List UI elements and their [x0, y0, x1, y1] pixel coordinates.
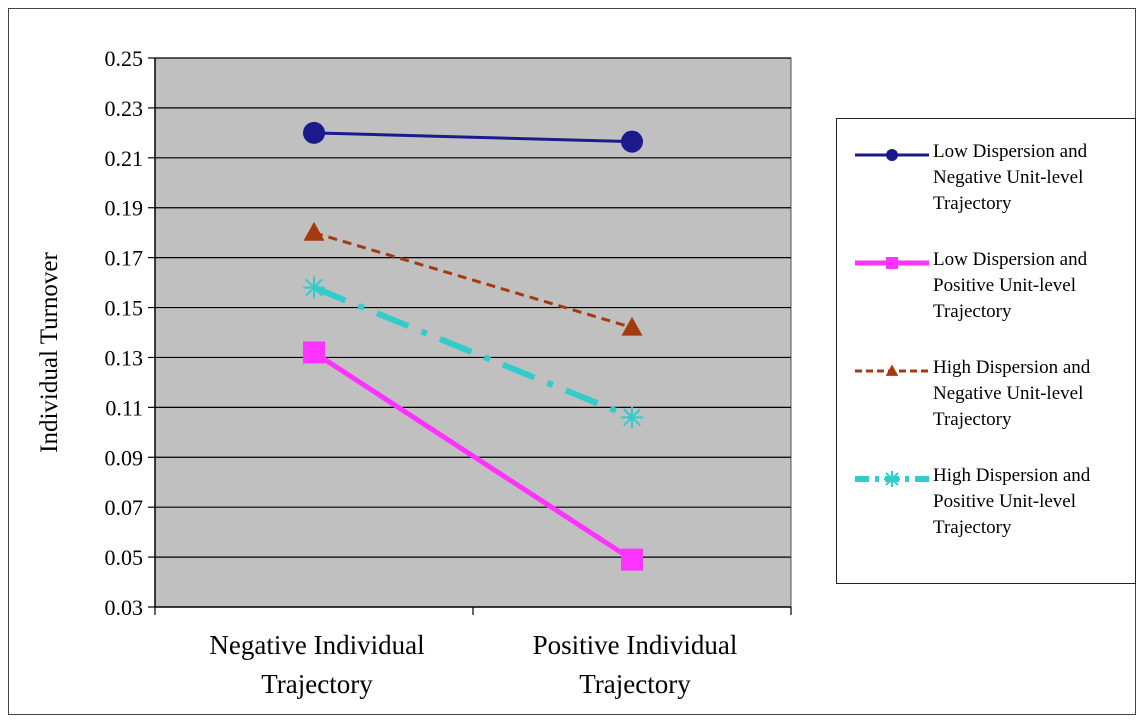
- legend-label: High Dispersion and Positive Unit-level Tr…: [933, 463, 1133, 541]
- legend-item: High Dispersion and Positive Unit-level Tr…: [837, 463, 1137, 563]
- series-2-point-1: [303, 341, 325, 363]
- legend-label-line: Low Dispersion and: [933, 247, 1133, 273]
- legend-swatch: [851, 359, 933, 389]
- legend-label-line: Trajectory: [933, 191, 1133, 217]
- y-tick-label: 0.15: [105, 296, 144, 321]
- legend-swatch-marker: [884, 471, 900, 487]
- y-tick-label: 0.09: [105, 445, 144, 470]
- legend-item: Low Dispersion and Negative Unit-level Tra…: [837, 139, 1137, 239]
- legend: Low Dispersion and Negative Unit-level Tra…: [836, 118, 1136, 584]
- legend-label-line: High Dispersion and: [933, 463, 1133, 489]
- series-4-point-1: [303, 277, 325, 299]
- y-tick-label: 0.11: [105, 395, 143, 420]
- legend-label-line: Negative Unit-level: [933, 381, 1133, 407]
- line-chart: 0.03 0.05 0.07 0.09 0.11 0.13 0.15 0.17 0.19 0.21…: [0, 0, 836, 725]
- y-axis-title: Individual Turnover: [36, 251, 63, 452]
- legend-label-line: Positive Unit-level: [933, 273, 1133, 299]
- legend-item: Low Dispersion and Positive Unit-level Tra…: [837, 247, 1137, 347]
- y-tick-label: 0.05: [105, 545, 144, 570]
- legend-swatch: [851, 143, 933, 173]
- x-category-label: Positive Individual: [533, 630, 738, 660]
- y-tick-label: 0.19: [105, 196, 144, 221]
- y-tick-label: 0.21: [105, 146, 144, 171]
- series-1-point-1: [303, 122, 325, 144]
- legend-label-line: Trajectory: [933, 407, 1133, 433]
- x-category-label: Trajectory: [579, 669, 691, 699]
- x-category-label: Trajectory: [261, 669, 373, 699]
- legend-label-line: Trajectory: [933, 299, 1133, 325]
- legend-swatch: [851, 467, 933, 497]
- legend-label-line: High Dispersion and: [933, 355, 1133, 381]
- series-2-point-2: [621, 549, 643, 571]
- legend-swatch-marker: [886, 365, 899, 376]
- y-tick-label: 0.23: [105, 96, 144, 121]
- y-tick-label: 0.03: [105, 595, 144, 620]
- x-category-label: Negative Individual: [209, 630, 424, 660]
- legend-label: High Dispersion and Negative Unit-level Tr…: [933, 355, 1133, 433]
- legend-swatch: [851, 251, 933, 281]
- y-tick-label: 0.25: [105, 46, 144, 71]
- legend-item: High Dispersion and Negative Unit-level Tr…: [837, 355, 1137, 455]
- y-tick-label: 0.13: [105, 345, 144, 370]
- series-1-point-2: [621, 131, 643, 153]
- legend-label-line: Negative Unit-level: [933, 165, 1133, 191]
- legend-label-line: Trajectory: [933, 515, 1133, 541]
- legend-label-line: Positive Unit-level: [933, 489, 1133, 515]
- legend-swatch-marker: [886, 149, 898, 161]
- y-tick-label: 0.07: [105, 495, 144, 520]
- plot-area: [155, 58, 791, 607]
- legend-swatch-marker: [886, 257, 898, 269]
- legend-label-line: Low Dispersion and: [933, 139, 1133, 165]
- legend-label: Low Dispersion and Positive Unit-level Tra…: [933, 247, 1133, 325]
- legend-label: Low Dispersion and Negative Unit-level Tra…: [933, 139, 1133, 217]
- y-tick-label: 0.17: [105, 246, 144, 271]
- series-4-point-2: [621, 406, 643, 428]
